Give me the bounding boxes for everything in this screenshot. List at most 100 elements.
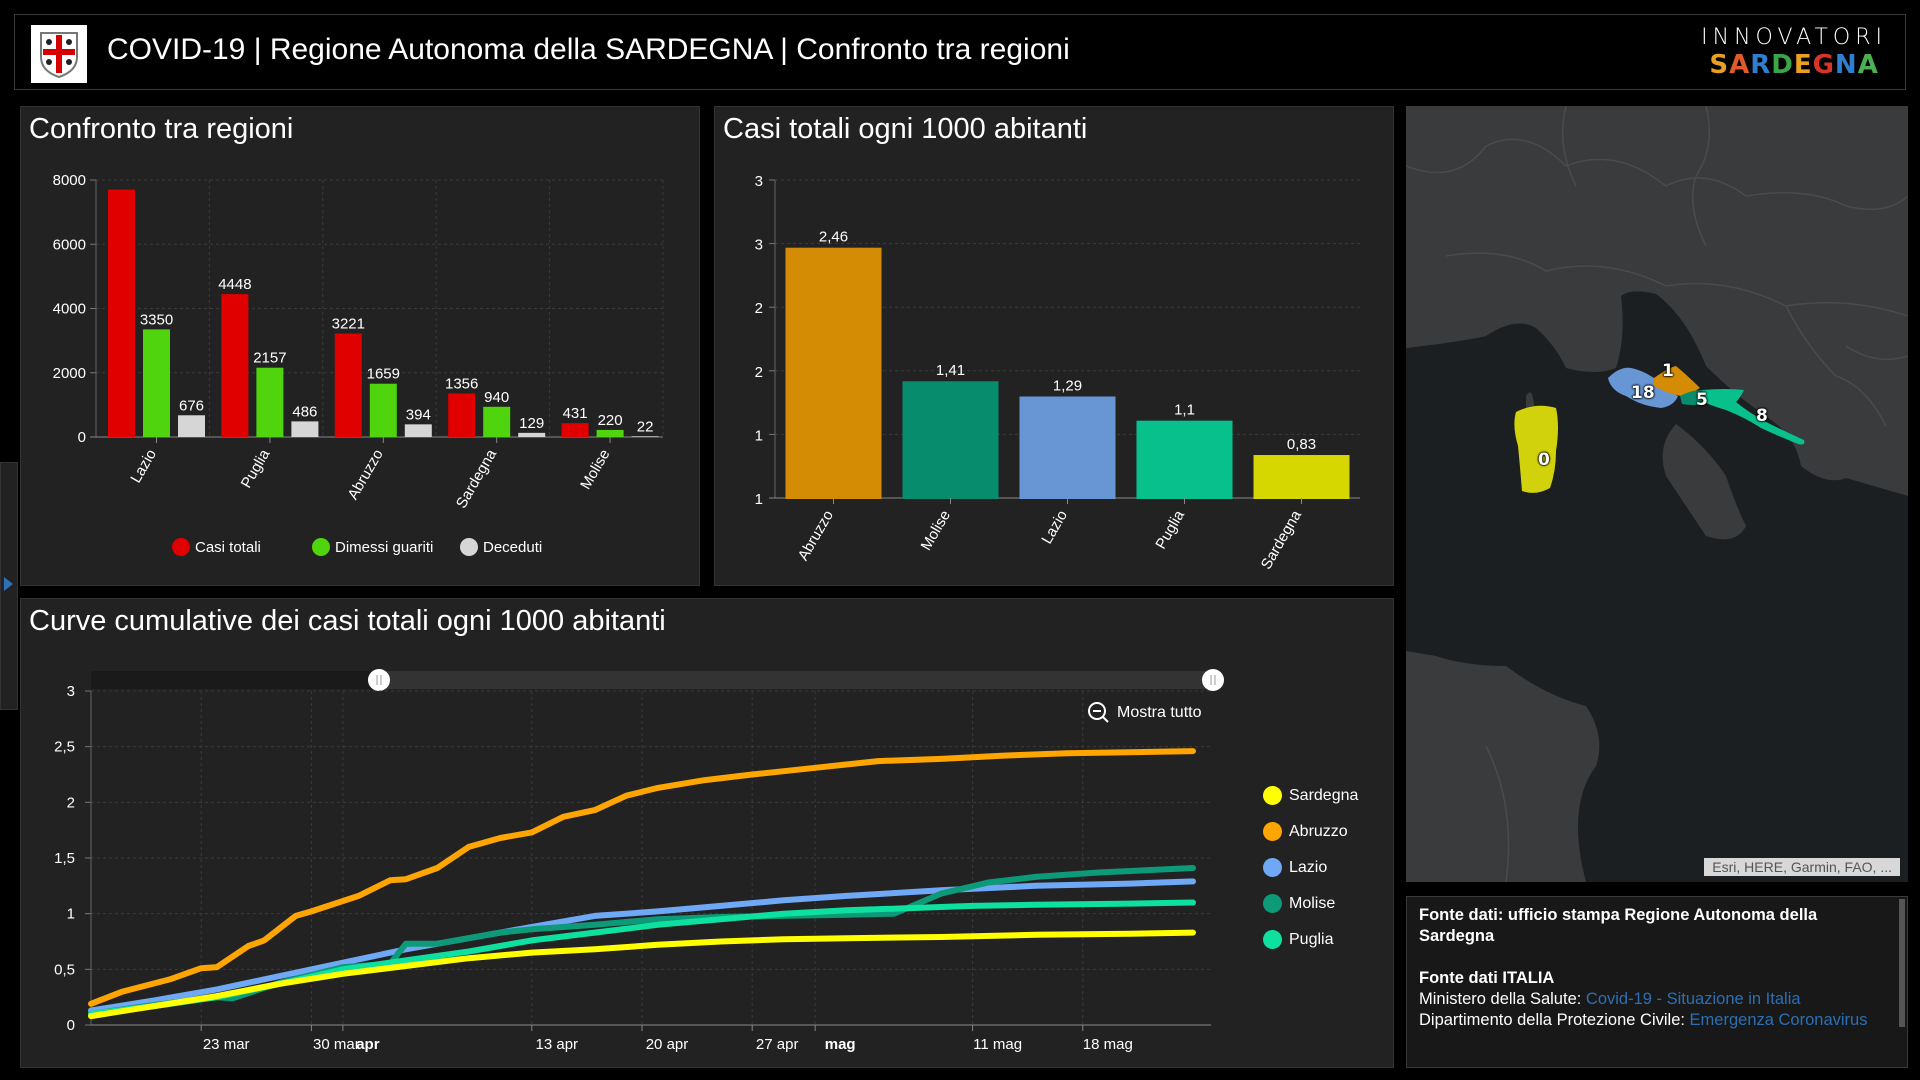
map-region-lazio[interactable] <box>1608 367 1678 408</box>
y-tick-label: 1,5 <box>54 850 75 867</box>
legend-item-lazio[interactable]: Lazio <box>1263 858 1327 877</box>
sardinia-coat-of-arms-icon <box>31 25 87 83</box>
x-tick-label: 30 mar <box>313 1036 360 1053</box>
x-tick-label: Lazio <box>127 447 160 487</box>
line-series-abruzzo <box>88 748 1196 1007</box>
show-all-button[interactable]: Mostra tutto <box>1087 701 1201 725</box>
bar-value-label: 486 <box>292 403 317 420</box>
range-handle-end[interactable] <box>1202 669 1224 691</box>
source-regione: Fonte dati: ufficio stampa Regione Auton… <box>1419 906 1818 945</box>
legend-item-molise[interactable]: Molise <box>1263 894 1335 913</box>
legend-label: Abruzzo <box>1289 822 1348 840</box>
legend-marker <box>1263 894 1282 913</box>
x-tick-label: Abruzzo <box>345 447 387 503</box>
data-source-panel: Fonte dati: ufficio stampa Regione Auton… <box>1406 896 1908 1068</box>
x-tick-label: apr <box>356 1036 380 1053</box>
bar-deceduti <box>631 436 659 437</box>
y-tick-label: 2000 <box>53 365 86 382</box>
panel-title: Confronto tra regioni <box>29 113 294 145</box>
bar-value-label: 1659 <box>367 366 400 383</box>
bar-value-label: 940 <box>484 389 509 406</box>
x-tick-label: Molise <box>918 508 954 554</box>
range-handle-start[interactable] <box>368 669 390 691</box>
bar-chart-casi-1000: 1 1 2 2 3 3 2,46 Abruzzo 1,41 Molise 1,29 Lazio 1,1 P… <box>755 173 1360 572</box>
brand-letter: S <box>1709 50 1730 80</box>
x-tick-label: Puglia <box>1152 507 1188 552</box>
panel-title: Casi totali ogni 1000 abitanti <box>723 113 1088 145</box>
bar-value-label: 3221 <box>332 316 365 333</box>
source-protezione-civile: Dipartimento della Protezione Civile: Em… <box>1419 1011 1868 1029</box>
y-tick-label: 2,5 <box>54 739 75 756</box>
brand-letter: E <box>1793 50 1813 80</box>
map-label-lazio: 18 <box>1631 383 1655 403</box>
y-tick-label: 1 <box>755 491 763 508</box>
link-emergenza-coronavirus[interactable]: Emergenza Coronavirus <box>1689 1011 1868 1029</box>
source-ministero: Ministero della Salute: Covid-19 - Situa… <box>1419 990 1801 1008</box>
bar-dimessi-guariti <box>143 329 170 437</box>
y-tick-label: 0 <box>67 1017 75 1034</box>
bar-casi-totali <box>334 333 362 437</box>
header-bar: COVID-19 | Regione Autonoma della SARDEG… <box>14 14 1906 90</box>
brand-letter: D <box>1771 50 1794 80</box>
legend-marker <box>1263 858 1282 877</box>
sidebar-toggle[interactable] <box>0 462 18 710</box>
bar-lazio <box>1019 396 1116 499</box>
y-tick-label: 2 <box>755 300 763 317</box>
line-series-sardegna <box>88 929 1196 1020</box>
bar-dimessi-guariti <box>256 367 284 437</box>
map-view[interactable]: 18 1 5 8 0 Esri, HERE, Garmin, FAO, ... <box>1406 106 1908 882</box>
bar-dimessi-guariti <box>369 383 397 437</box>
bar-chart-confronto: 0 2000 4000 6000 8000 3350 676 Lazio 4448 2157 486… <box>53 172 664 556</box>
map-region-abruzzo[interactable] <box>1654 366 1700 396</box>
legend-item-abruzzo[interactable]: Abruzzo <box>1263 822 1348 841</box>
bar-value-label: 0,83 <box>1287 436 1316 453</box>
x-tick-label: Puglia <box>238 446 274 491</box>
brand-bottom-text: SARDEGNA <box>1701 50 1887 80</box>
range-selection <box>379 671 1213 689</box>
map-region-molise[interactable] <box>1680 390 1705 405</box>
legend-marker <box>1263 930 1282 949</box>
link-situazione-italia[interactable]: Covid-19 - Situazione in Italia <box>1585 990 1801 1008</box>
info-scrollbar[interactable] <box>1899 899 1905 1027</box>
bar-deceduti <box>404 424 432 437</box>
brand-top-text: INNOVATORI <box>1701 25 1887 50</box>
legend-label: Sardegna <box>1289 786 1359 804</box>
y-tick-label: 3 <box>755 237 763 254</box>
x-tick-label: 23 mar <box>203 1036 250 1053</box>
y-tick-label: 2 <box>755 364 763 381</box>
legend-marker <box>460 538 478 556</box>
legend-label: Deceduti <box>483 539 542 556</box>
bar-value-label: 1,41 <box>936 362 965 379</box>
bar-casi-totali <box>448 393 476 437</box>
bar-molise <box>902 381 999 499</box>
legend-item-puglia[interactable]: Puglia <box>1263 930 1333 949</box>
x-tick-label: Sardegna <box>453 446 501 511</box>
bar-deceduti <box>178 415 205 437</box>
brand-letter: N <box>1834 50 1858 80</box>
y-tick-label: 4000 <box>53 301 86 318</box>
bar-casi-totali <box>221 294 249 437</box>
bar-value-label: 1356 <box>445 375 478 392</box>
bar-dimessi-guariti <box>483 406 511 437</box>
x-tick-label: 18 mag <box>1083 1036 1133 1053</box>
map-label-puglia: 8 <box>1756 406 1768 426</box>
panel-curve-cumulative: Curve cumulative dei casi totali ogni 10… <box>20 598 1394 1068</box>
x-tick-label: 27 apr <box>756 1036 799 1053</box>
bar-value-label: 394 <box>406 406 431 423</box>
x-tick-label: Sardegna <box>1258 507 1306 572</box>
bar-puglia <box>1136 420 1233 499</box>
legend-item-sardegna[interactable]: Sardegna <box>1263 786 1358 805</box>
panel-casi-1000: Casi totali ogni 1000 abitanti 1 1 2 2 3 3 2,4… <box>714 106 1394 586</box>
bar-deceduti <box>291 421 319 437</box>
map-label-molise: 5 <box>1696 390 1708 410</box>
map-region-sardegna[interactable] <box>1514 405 1558 493</box>
legend-label: Dimessi guariti <box>335 539 433 556</box>
bar-value-label: 676 <box>179 397 204 414</box>
map-borders <box>1406 106 1908 882</box>
x-tick-label: mag <box>825 1036 856 1053</box>
map-label-abruzzo: 1 <box>1662 361 1674 381</box>
map-region-puglia[interactable] <box>1702 389 1805 445</box>
y-tick-label: 8000 <box>53 172 86 189</box>
brand-letter: R <box>1750 50 1772 80</box>
bar-value-label: 1,29 <box>1053 378 1082 395</box>
